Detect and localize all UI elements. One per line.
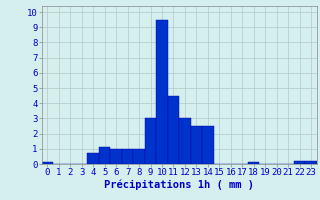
Bar xyxy=(156,20,168,164)
Bar xyxy=(202,126,214,164)
Bar xyxy=(99,147,110,164)
Bar xyxy=(168,96,179,164)
Bar xyxy=(248,162,260,164)
Bar xyxy=(145,118,156,164)
X-axis label: Précipitations 1h ( mm ): Précipitations 1h ( mm ) xyxy=(104,180,254,190)
Bar xyxy=(133,149,145,164)
Bar xyxy=(122,149,133,164)
Bar xyxy=(87,153,99,164)
Bar xyxy=(42,162,53,164)
Bar xyxy=(305,161,317,164)
Bar xyxy=(191,126,202,164)
Bar xyxy=(294,161,305,164)
Bar xyxy=(179,118,191,164)
Bar xyxy=(110,149,122,164)
